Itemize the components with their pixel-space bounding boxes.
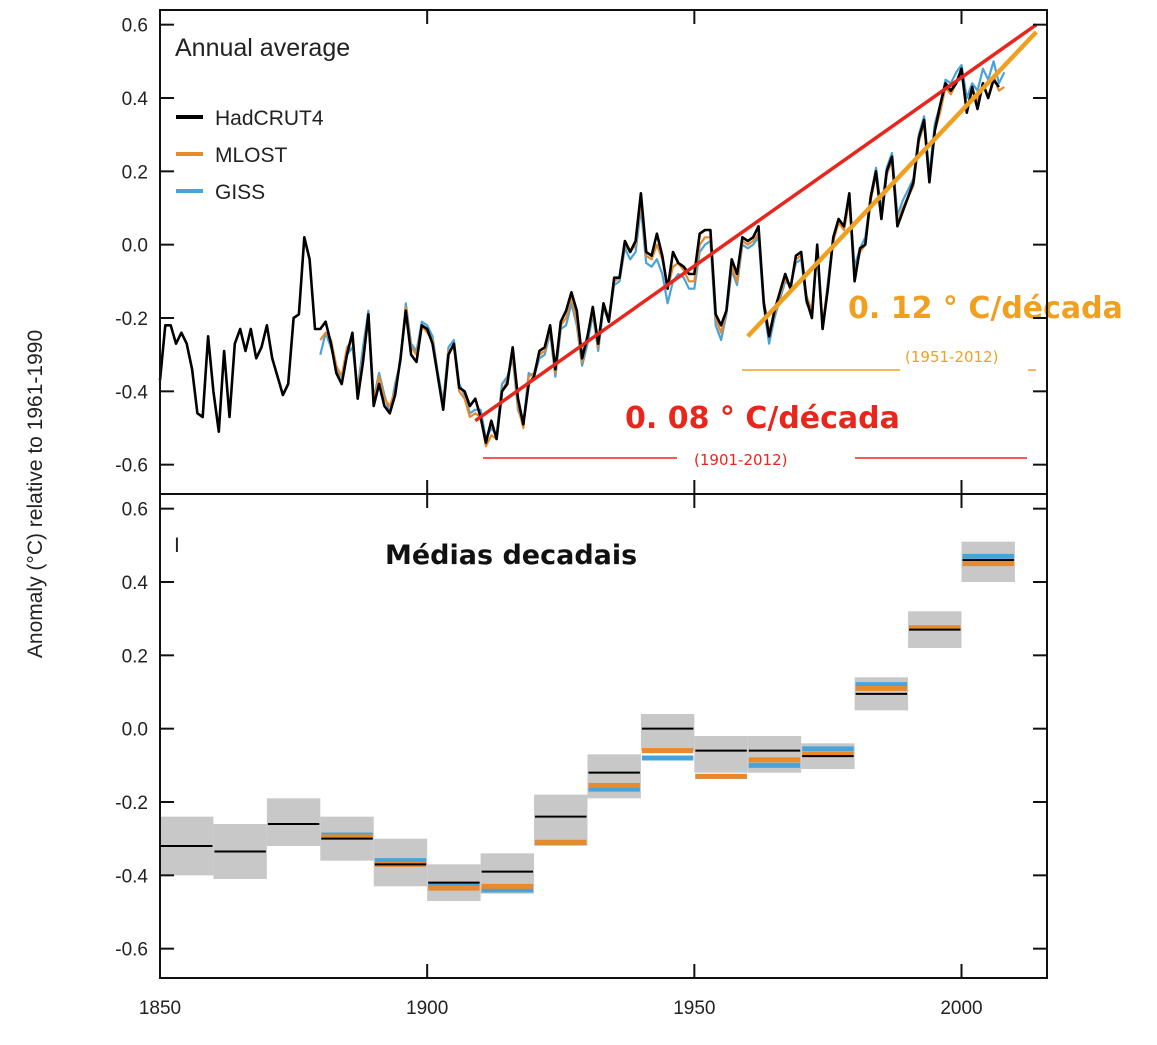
legend-label-giss: GISS [215, 181, 265, 204]
decadal-panel-corner-label: I [174, 534, 180, 557]
annual-average-panel: 0. 12 ° C/década (1951-2012) 0. 08 ° C/déc… [158, 23, 1156, 469]
y-tick-label: 0.6 [122, 500, 148, 521]
legend: HadCRUT4 MLOST GISS [176, 107, 324, 204]
x-tick-label: 1950 [673, 998, 715, 1019]
y-tick-label: -0.2 [115, 309, 148, 330]
trend-label-orange: 0. 12 ° C/década [848, 291, 1123, 326]
y-tick-label: -0.6 [115, 456, 148, 477]
y-tick-label: 0.4 [122, 89, 149, 110]
uncertainty-box [534, 794, 588, 846]
legend-label-hadcrut4: HadCRUT4 [215, 107, 324, 130]
x-tick-label: 1850 [139, 998, 181, 1019]
trend-period-orange: (1951-2012) [905, 348, 998, 366]
y-tick-label: -0.2 [115, 793, 148, 814]
series-line-hadcrut4 [158, 67, 1000, 445]
y-tick-label: -0.4 [115, 382, 148, 403]
trend-line-1901-2012 [474, 23, 1038, 423]
x-tick-label: 2000 [940, 998, 982, 1019]
legend-label-mlost: MLOST [215, 144, 288, 167]
y-tick-label: 0.2 [122, 162, 148, 183]
decadal-means-panel [160, 541, 1015, 901]
trend-label-red: 0. 08 ° C/década [625, 401, 900, 436]
y-axis-label: Anomaly (°C) relative to 1961-1990 [24, 330, 47, 658]
annotation-bg [840, 284, 1156, 374]
y-tick-label: 0.0 [122, 720, 148, 741]
y-tick-label: 0.2 [122, 646, 148, 667]
x-tick-label: 1900 [406, 998, 448, 1019]
y-tick-label: 0.6 [122, 16, 148, 37]
uncertainty-box [640, 714, 695, 751]
uncertainty-box [587, 754, 641, 799]
y-tick-label: 0.0 [122, 236, 148, 257]
y-tick-label: -0.6 [115, 940, 148, 961]
decadal-panel-title: Médias decadais [385, 540, 637, 571]
trend-line-1951-2012 [746, 30, 1038, 338]
legend-title: Annual average [175, 34, 350, 62]
y-tick-label: -0.4 [115, 866, 148, 887]
uncertainty-box [694, 736, 748, 773]
y-tick-label: 0.4 [122, 573, 149, 594]
uncertainty-box [266, 798, 321, 846]
trend-period-red: (1901-2012) [694, 451, 787, 469]
axes-frame: 0.6 0.4 0.2 0.0 -0.2 -0.4 -0.6 0.6 0.4 0.2 0.0 -0.2… [115, 9, 1048, 1019]
